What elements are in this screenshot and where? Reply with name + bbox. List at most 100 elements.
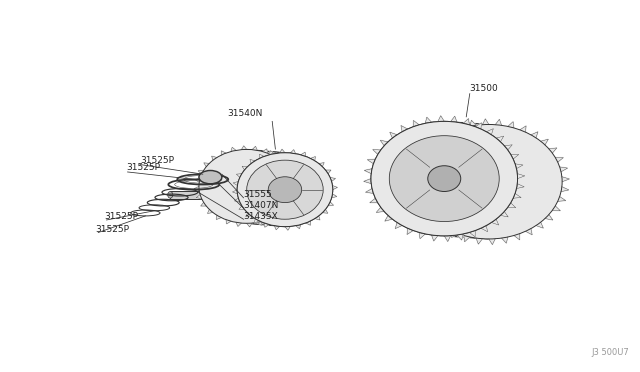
Polygon shape xyxy=(496,136,504,142)
Polygon shape xyxy=(294,182,300,186)
Polygon shape xyxy=(556,157,563,162)
Polygon shape xyxy=(410,192,418,196)
Text: 31525P: 31525P xyxy=(104,212,139,221)
Polygon shape xyxy=(310,157,316,161)
Polygon shape xyxy=(531,132,538,138)
Polygon shape xyxy=(401,125,408,132)
Polygon shape xyxy=(301,152,306,157)
Polygon shape xyxy=(319,163,324,167)
Polygon shape xyxy=(292,174,297,178)
Text: 31540N: 31540N xyxy=(228,109,263,118)
Polygon shape xyxy=(549,148,557,153)
Polygon shape xyxy=(276,212,282,217)
Polygon shape xyxy=(438,116,444,122)
Polygon shape xyxy=(552,206,561,211)
Polygon shape xyxy=(408,182,416,187)
Ellipse shape xyxy=(230,190,238,200)
Ellipse shape xyxy=(428,166,461,192)
Text: 31525P: 31525P xyxy=(96,225,130,234)
Polygon shape xyxy=(280,149,285,153)
Polygon shape xyxy=(425,143,433,149)
Polygon shape xyxy=(364,169,372,174)
Polygon shape xyxy=(196,195,202,199)
Polygon shape xyxy=(246,213,251,217)
Polygon shape xyxy=(246,150,285,227)
Polygon shape xyxy=(296,225,301,229)
Polygon shape xyxy=(195,178,200,182)
Polygon shape xyxy=(385,215,392,221)
Polygon shape xyxy=(541,139,548,145)
Polygon shape xyxy=(325,170,331,174)
Polygon shape xyxy=(332,186,337,190)
Polygon shape xyxy=(417,153,426,157)
Polygon shape xyxy=(207,209,213,214)
Polygon shape xyxy=(426,117,431,124)
Text: 31435X: 31435X xyxy=(244,212,278,221)
Polygon shape xyxy=(504,145,512,150)
Polygon shape xyxy=(458,124,464,130)
Polygon shape xyxy=(557,196,566,201)
Polygon shape xyxy=(290,199,295,202)
Ellipse shape xyxy=(237,153,333,227)
Polygon shape xyxy=(242,166,248,170)
Polygon shape xyxy=(483,119,489,125)
Polygon shape xyxy=(323,209,328,213)
Ellipse shape xyxy=(415,125,562,239)
Polygon shape xyxy=(470,120,476,126)
Polygon shape xyxy=(285,227,291,230)
Polygon shape xyxy=(492,219,499,225)
Polygon shape xyxy=(255,219,260,223)
Polygon shape xyxy=(234,198,240,202)
Polygon shape xyxy=(536,222,543,228)
Polygon shape xyxy=(451,116,457,122)
Polygon shape xyxy=(508,203,516,208)
Polygon shape xyxy=(332,194,337,198)
Polygon shape xyxy=(412,162,420,167)
Polygon shape xyxy=(204,163,209,167)
Polygon shape xyxy=(500,211,508,217)
Polygon shape xyxy=(250,160,255,164)
FancyBboxPatch shape xyxy=(170,191,244,199)
Polygon shape xyxy=(365,189,374,193)
Polygon shape xyxy=(233,182,238,186)
Text: 31407N: 31407N xyxy=(244,201,279,210)
Polygon shape xyxy=(464,235,470,242)
Polygon shape xyxy=(226,219,231,224)
Polygon shape xyxy=(463,119,469,125)
Polygon shape xyxy=(469,231,476,237)
Polygon shape xyxy=(516,184,524,189)
Polygon shape xyxy=(481,225,488,232)
Polygon shape xyxy=(407,228,413,234)
Polygon shape xyxy=(221,151,226,155)
Polygon shape xyxy=(252,146,257,150)
Polygon shape xyxy=(241,146,246,150)
Polygon shape xyxy=(194,186,199,190)
Polygon shape xyxy=(419,232,426,239)
Polygon shape xyxy=(457,234,463,240)
Polygon shape xyxy=(440,225,447,232)
Polygon shape xyxy=(280,159,286,163)
Polygon shape xyxy=(287,167,292,170)
Polygon shape xyxy=(559,167,568,172)
Polygon shape xyxy=(414,201,422,206)
Polygon shape xyxy=(513,193,521,198)
Polygon shape xyxy=(284,206,289,210)
Polygon shape xyxy=(264,223,269,227)
Polygon shape xyxy=(315,216,320,220)
Polygon shape xyxy=(395,222,402,228)
Polygon shape xyxy=(328,202,333,206)
Polygon shape xyxy=(515,164,523,169)
Polygon shape xyxy=(409,172,417,177)
Polygon shape xyxy=(367,159,376,164)
Polygon shape xyxy=(489,239,495,245)
Polygon shape xyxy=(511,154,519,159)
Polygon shape xyxy=(260,154,264,158)
Polygon shape xyxy=(486,129,493,135)
Polygon shape xyxy=(293,190,298,195)
Polygon shape xyxy=(431,235,438,241)
Polygon shape xyxy=(216,215,221,219)
Polygon shape xyxy=(502,237,508,243)
Ellipse shape xyxy=(371,121,518,236)
Polygon shape xyxy=(561,187,569,192)
Text: 31525P: 31525P xyxy=(126,163,160,172)
